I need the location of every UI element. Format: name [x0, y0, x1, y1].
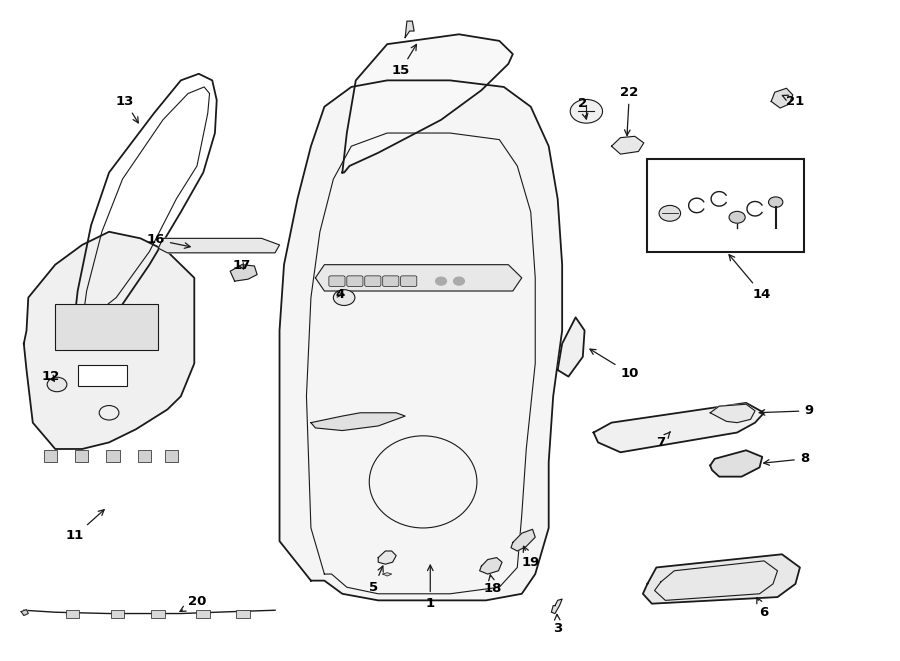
FancyBboxPatch shape — [346, 276, 363, 286]
FancyBboxPatch shape — [77, 366, 127, 387]
Polygon shape — [382, 572, 392, 576]
Polygon shape — [405, 21, 414, 38]
FancyBboxPatch shape — [237, 609, 250, 618]
Polygon shape — [23, 232, 194, 449]
Polygon shape — [378, 551, 396, 564]
Polygon shape — [594, 403, 764, 452]
Polygon shape — [480, 558, 502, 574]
Text: 14: 14 — [729, 254, 771, 301]
FancyBboxPatch shape — [111, 609, 124, 618]
Circle shape — [571, 99, 602, 123]
FancyBboxPatch shape — [165, 450, 178, 462]
Text: 12: 12 — [41, 370, 60, 383]
FancyBboxPatch shape — [400, 276, 417, 286]
Polygon shape — [643, 555, 800, 603]
FancyBboxPatch shape — [364, 276, 381, 286]
Text: 8: 8 — [764, 452, 809, 465]
Circle shape — [333, 290, 355, 305]
Text: 15: 15 — [392, 44, 417, 77]
Polygon shape — [611, 136, 644, 154]
Circle shape — [454, 277, 464, 285]
Text: 5: 5 — [369, 566, 383, 594]
Polygon shape — [552, 599, 562, 613]
Polygon shape — [342, 34, 513, 173]
Text: 18: 18 — [484, 575, 502, 595]
Text: 9: 9 — [760, 405, 814, 417]
FancyBboxPatch shape — [382, 276, 399, 286]
Polygon shape — [158, 239, 280, 253]
Polygon shape — [558, 317, 585, 377]
FancyBboxPatch shape — [151, 609, 165, 618]
FancyBboxPatch shape — [647, 159, 805, 252]
Polygon shape — [315, 264, 522, 291]
Polygon shape — [21, 609, 28, 615]
FancyBboxPatch shape — [75, 450, 88, 462]
Circle shape — [47, 377, 67, 392]
FancyBboxPatch shape — [55, 304, 158, 350]
Text: 4: 4 — [336, 288, 346, 301]
Text: 16: 16 — [147, 233, 190, 249]
FancyBboxPatch shape — [43, 450, 57, 462]
Polygon shape — [710, 450, 762, 477]
FancyBboxPatch shape — [196, 609, 210, 618]
Polygon shape — [771, 89, 793, 108]
Text: 3: 3 — [553, 615, 562, 635]
Text: 13: 13 — [116, 95, 139, 123]
Text: 1: 1 — [426, 565, 435, 610]
Circle shape — [436, 277, 446, 285]
Text: 7: 7 — [656, 432, 670, 449]
Text: 17: 17 — [233, 260, 251, 272]
Text: 2: 2 — [578, 97, 588, 119]
Text: 19: 19 — [522, 546, 540, 568]
Circle shape — [659, 206, 680, 221]
Text: 6: 6 — [757, 598, 769, 619]
FancyBboxPatch shape — [66, 609, 79, 618]
Text: 10: 10 — [590, 349, 639, 380]
Polygon shape — [230, 264, 257, 281]
Circle shape — [769, 197, 783, 208]
FancyBboxPatch shape — [106, 450, 120, 462]
Polygon shape — [280, 81, 562, 600]
FancyBboxPatch shape — [138, 450, 151, 462]
Text: 20: 20 — [180, 595, 206, 611]
Text: 11: 11 — [66, 510, 104, 543]
Circle shape — [729, 212, 745, 223]
Text: 22: 22 — [620, 86, 639, 136]
Polygon shape — [310, 412, 405, 430]
Polygon shape — [710, 405, 755, 422]
Polygon shape — [511, 529, 536, 551]
Text: 21: 21 — [782, 95, 805, 108]
FancyBboxPatch shape — [328, 276, 345, 286]
